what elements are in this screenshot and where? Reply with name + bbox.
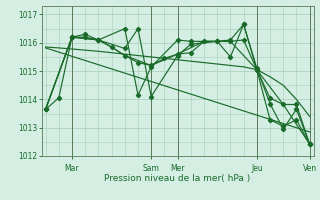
X-axis label: Pression niveau de la mer( hPa ): Pression niveau de la mer( hPa ) (104, 174, 251, 183)
